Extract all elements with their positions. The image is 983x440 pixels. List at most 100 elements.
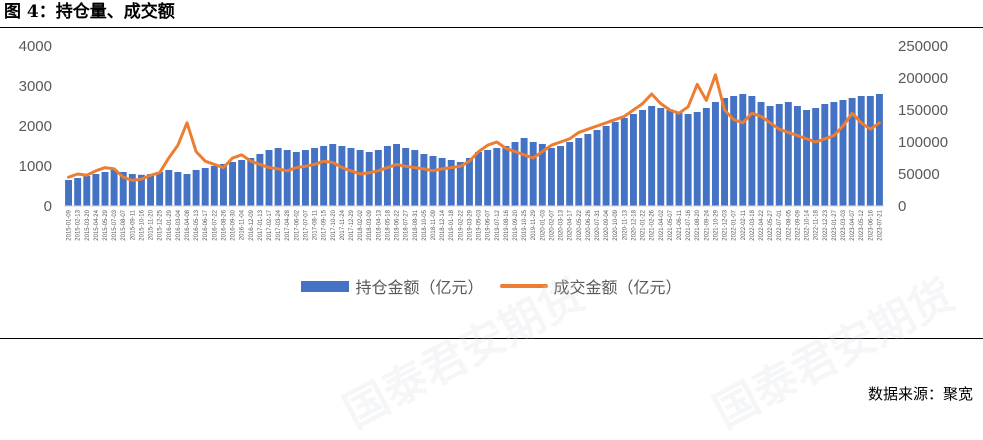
x-axis-tick-label: 2016-09-30 [231,209,237,240]
bar [65,180,73,206]
bar [192,170,200,206]
legend-swatch-bar [301,280,350,292]
legend-label-line: 成交金额（亿元） [553,278,682,297]
bar [529,142,537,206]
x-axis-tick-label: 2017-12-29 [349,209,355,240]
bar [757,102,765,206]
left-axis-tick-label: 0 [44,198,52,215]
x-axis-tick-label: 2017-10-20 [331,209,337,240]
bar [566,142,574,206]
chart-area: 0 1000 2000 3000 4000 0 50000 100000 150000 2000… [19,38,948,241]
bar [420,154,428,206]
x-axis-tick-label: 2015-01-09 [67,209,73,240]
x-axis-tick-label: 2016-07-22 [212,209,218,240]
x-axis-tick-label: 2022-07-01 [777,209,783,240]
bar [766,106,774,206]
x-axis-tick-label: 2019-08-16 [504,209,510,240]
bar [219,164,227,206]
x-axis-tick-label: 2015-02-13 [76,209,82,240]
bar [356,150,364,206]
bar [493,148,501,206]
x-axis-tick-label: 2021-10-29 [713,209,719,240]
x-axis-tick-label: 2015-08-07 [121,209,127,240]
bar [156,172,164,206]
x-axis-tick-label: 2015-03-20 [85,209,91,240]
bar [648,106,656,206]
bar [520,138,528,206]
legend-item-line: 成交金额（亿元） [499,274,682,298]
bar [429,156,437,206]
bar [238,160,246,206]
x-axis-tick-label: 2019-06-07 [486,209,492,240]
x-axis-tick-label: 2018-02-02 [358,209,364,240]
x-axis-tick-label: 2017-04-28 [285,209,291,240]
bar [848,98,856,206]
x-axis-tick-label: 2022-10-14 [805,209,811,240]
x-axis-tick-label: 2019-07-12 [495,209,501,240]
bar [538,144,546,206]
x-axis-tick-label: 2020-04-17 [568,209,574,240]
bar [110,170,118,206]
bar [666,110,674,206]
x-axis-tick-label: 2018-03-09 [367,209,373,240]
x-axis-tick-label: 2019-09-20 [513,209,519,240]
x-axis-tick-label: 2019-10-25 [522,209,528,240]
x-axis-tick-label: 2023-07-21 [877,209,883,240]
x-axis-tick-label: 2021-09-24 [704,209,710,240]
bar [639,110,647,206]
right-axis-tick-label: 150000 [898,102,948,119]
x-axis-tick-label: 2022-03-18 [750,209,756,240]
x-axis-tick-label: 2018-06-22 [395,209,401,240]
x-axis-ticks: 2015-01-09 2015-02-13 2015-03-20 2015-04-24… [67,209,884,240]
bar [711,102,719,206]
x-axis-tick-label: 2023-01-27 [832,209,838,240]
legend-item-bar: 持仓金额（亿元） [301,274,484,298]
data-source: 数据来源：聚宽 [867,385,973,403]
bar [866,96,874,206]
x-axis-tick-label: 2017-02-17 [267,209,273,240]
bar [675,112,683,206]
bar [292,152,300,206]
bar [730,96,738,206]
x-axis-tick-label: 2018-08-31 [413,209,419,240]
x-axis-tick-label: 2015-04-24 [94,209,100,240]
x-axis-tick-label: 2015-11-20 [149,209,155,240]
bar [830,102,838,206]
bar [620,118,628,206]
x-axis-tick-label: 2022-08-05 [786,209,792,240]
bar [812,108,820,206]
x-axis-tick-label: 2020-06-26 [586,209,592,240]
x-axis-tick-label: 2017-08-11 [313,209,319,240]
x-axis-tick-label: 2018-10-05 [422,209,428,240]
bar [411,150,419,206]
x-axis-tick-label: 2023-04-07 [850,209,856,240]
x-axis-tick-label: 2021-08-20 [695,209,701,240]
right-axis-tick-label: 0 [898,198,906,215]
bar [165,170,173,206]
x-axis-tick-label: 2015-07-03 [112,209,118,240]
bar [74,178,82,206]
bar [92,174,100,206]
left-axis-tick-label: 1000 [19,158,52,175]
x-axis-tick-label: 2016-01-29 [167,209,173,240]
bar [875,94,883,206]
bar [174,172,182,206]
bar [183,174,191,206]
bar [329,144,337,206]
x-axis-tick-label: 2021-07-16 [686,209,692,240]
x-axis-tick-label: 2019-03-29 [467,209,473,240]
bar [128,174,136,206]
bar [821,104,829,206]
bar [857,96,865,206]
series-line [67,73,881,182]
x-axis-tick-label: 2022-01-07 [732,209,738,240]
bar [502,146,510,206]
bar [602,126,610,206]
bar [438,158,446,206]
x-axis-tick-label: 2019-11-29 [531,209,537,240]
bar [210,166,218,206]
bar [447,160,455,206]
x-axis-tick-label: 2022-09-09 [795,209,801,240]
right-axis-tick-label: 100000 [898,134,948,151]
x-axis-tick-label: 2020-07-31 [595,209,601,240]
